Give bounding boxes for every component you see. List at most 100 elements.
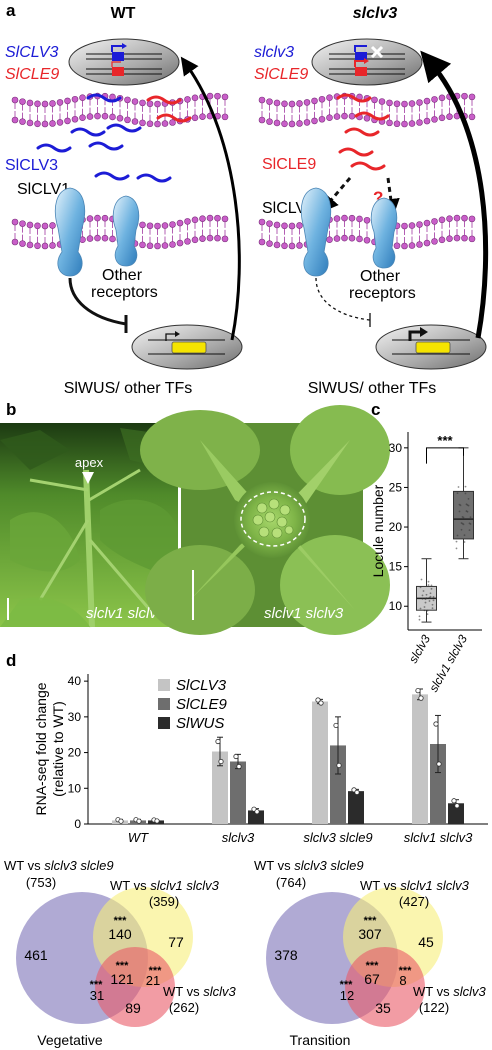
wt-peptides	[36, 93, 192, 183]
mutant-peptide-label: SlCLE9	[262, 156, 316, 173]
count-only-c: 89	[125, 1000, 141, 1016]
venn-caption: Vegetative	[37, 1032, 103, 1048]
count-ac: 31	[90, 988, 104, 1003]
wt-membrane-top	[11, 92, 229, 128]
wt-gene-clv3: SlCLV3	[5, 44, 58, 61]
ytick-label: 30	[68, 710, 82, 724]
bar	[448, 803, 464, 824]
legend-swatch	[158, 717, 170, 729]
legend-label: SlCLV3	[176, 677, 227, 694]
set-c-count: (122)	[419, 1000, 449, 1015]
count-only-b: 77	[168, 934, 184, 950]
slclv3-diagram: slclv3 slclv3 SlCLE9 SlCLE9 SlCLV1 ? Oth	[254, 5, 489, 397]
sig-abc: ***	[366, 960, 380, 972]
mutant-receptor-other	[370, 197, 398, 269]
wt-target-label: SlWUS/ other TFs	[64, 380, 193, 397]
set-b-label: WT vs slclv1 slclv3	[110, 878, 220, 893]
bar	[248, 810, 264, 824]
set-c-label: WT vs slclv3	[413, 984, 486, 999]
count-only-a: 378	[274, 947, 298, 963]
mutant-membrane-top	[258, 92, 476, 128]
sig-ac: ***	[340, 979, 354, 991]
count-only-a: 461	[24, 947, 48, 963]
bar	[348, 791, 364, 824]
rnaseq-bar-chart: 0 10 20 30 40 RNA-seq fold change (relative to…	[33, 674, 488, 845]
legend-label: SlWUS	[176, 715, 224, 732]
set-c-label: WT vs slclv3	[163, 984, 236, 999]
wt-diagram: WT SlCLV3 SlCLE9 SlCLV3 SlCLV1	[5, 5, 243, 397]
apex-arrow-icon	[82, 472, 94, 484]
legend-swatch	[158, 679, 170, 691]
bar	[330, 745, 346, 824]
mutant-receptor2-line2: receptors	[349, 285, 416, 302]
wt-receptor-clv1	[54, 187, 86, 277]
sig-abc: ***	[116, 960, 130, 972]
venn-caption: Transition	[290, 1032, 351, 1048]
set-b-count: (427)	[399, 894, 429, 909]
mutant-peptides	[336, 93, 390, 171]
question-mark: ?	[373, 188, 383, 207]
ytick-label: 10	[389, 599, 403, 613]
count-abc: 67	[364, 971, 380, 987]
category-label: slclv1 slclv3	[404, 830, 473, 845]
sig-ab: ***	[114, 915, 128, 927]
count-ab: 140	[108, 926, 132, 942]
set-a-count: (753)	[26, 875, 56, 890]
venn-vegetative: WT vs slclv3 slcle9 (753) WT vs slclv1 slc…	[4, 858, 236, 1048]
ytick-label: 40	[68, 674, 82, 688]
sig-bc: ***	[149, 965, 163, 977]
panel-d-letter: d	[6, 651, 16, 670]
bar	[312, 701, 328, 824]
sig-ac: ***	[90, 979, 104, 991]
ytick-label: 20	[68, 746, 82, 760]
count-bc: 21	[146, 973, 160, 988]
category-label: slclv3 slcle9	[303, 830, 372, 845]
count-only-b: 45	[418, 934, 434, 950]
set-a-count: (764)	[276, 875, 306, 890]
set-a-label: WT vs slclv3 slcle9	[4, 858, 114, 873]
panel-c-letter: c	[371, 400, 380, 419]
set-c-count: (262)	[169, 1000, 199, 1015]
significance-stars: ***	[437, 433, 453, 448]
wt-peptide-label: SlCLV3	[5, 157, 58, 174]
ytick-label: 10	[68, 781, 82, 795]
set-b-count: (359)	[149, 894, 179, 909]
set-c-circle	[345, 947, 425, 1027]
mutant-receptor-clv1	[300, 187, 332, 277]
count-only-c: 35	[375, 1000, 391, 1016]
meristem-outline	[240, 491, 306, 547]
bar	[212, 751, 228, 824]
set-b-label: WT vs slclv1 slclv3	[360, 878, 470, 893]
mutation-x-icon	[370, 45, 384, 59]
count-abc: 121	[110, 971, 134, 987]
category-label: WT	[128, 830, 149, 845]
legend-swatch	[158, 698, 170, 710]
mutant-title: slclv3	[353, 5, 398, 22]
bar	[412, 694, 428, 824]
category-label: slclv3	[406, 632, 433, 665]
ytick-label: 15	[389, 560, 403, 574]
box-1	[453, 447, 474, 560]
wt-gene-cle9: SlCLE9	[5, 66, 59, 83]
mutant-receptor2-line1: Other	[360, 268, 401, 285]
mutant-gene-cle9: SlCLE9	[254, 66, 308, 83]
bar	[430, 744, 446, 824]
legend-label: SlCLE9	[176, 696, 228, 713]
mutant-membrane-bottom	[258, 214, 476, 250]
wt-receptor-other	[112, 195, 140, 267]
count-ac: 12	[340, 988, 354, 1003]
plant-photo-right: slclv1 slclv3	[140, 405, 390, 635]
ytick-label: 20	[389, 520, 403, 534]
category-label: slclv3	[222, 830, 255, 845]
wt-title: WT	[111, 5, 136, 22]
panel-b-letter: b	[6, 400, 16, 419]
count-ab: 307	[358, 926, 382, 942]
wt-receptor2-line2: receptors	[91, 284, 158, 301]
set-a-label: WT vs slclv3 slcle9	[254, 858, 364, 873]
mutant-gene-clv3: slclv3	[254, 44, 294, 61]
set-c-circle	[95, 947, 175, 1027]
sig-bc: ***	[399, 965, 413, 977]
panel-a-letter: a	[6, 1, 16, 20]
